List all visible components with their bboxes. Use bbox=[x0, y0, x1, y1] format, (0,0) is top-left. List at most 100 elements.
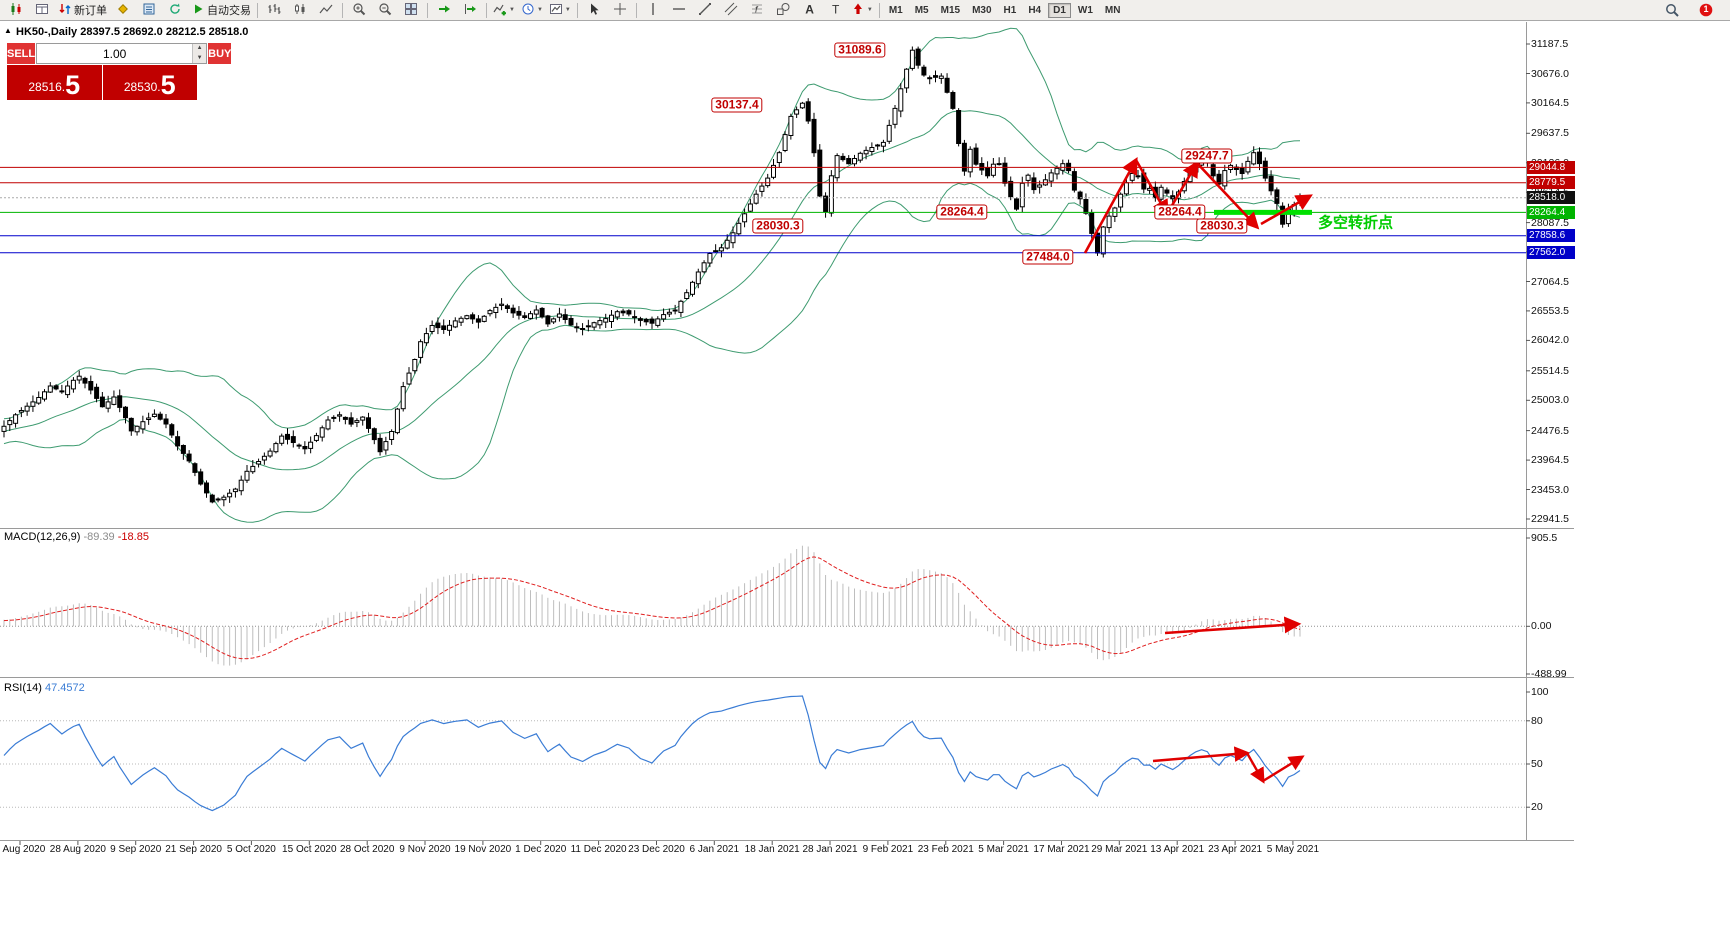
price-axis-badge: 27858.6 bbox=[1527, 229, 1575, 243]
zoom-in-button[interactable] bbox=[346, 0, 372, 20]
new-order-button[interactable]: 新订单 bbox=[55, 0, 110, 20]
price-axis-label: 25514.5 bbox=[1531, 364, 1569, 377]
zoom-out-icon bbox=[378, 2, 392, 19]
price-axis-label: 27064.5 bbox=[1531, 275, 1569, 288]
price-annotation[interactable]: 28030.3 bbox=[1196, 218, 1248, 234]
profiles-button[interactable] bbox=[29, 0, 55, 20]
crosshair-button[interactable] bbox=[607, 0, 633, 20]
shapes-icon bbox=[776, 2, 790, 19]
date-axis-label: 6 Jan 2021 bbox=[689, 844, 740, 855]
chevron-down-icon[interactable]: ▼ bbox=[564, 7, 571, 13]
price-annotation[interactable]: 27484.0 bbox=[1022, 249, 1074, 265]
buy-price-big-digit: 5 bbox=[160, 70, 176, 100]
one-click-trading-panel: SELL ▲▼ BUY 28516.5 28530.5 bbox=[7, 43, 232, 100]
volume-spinner[interactable]: ▲ ▼ bbox=[192, 44, 207, 63]
tile-windows-button[interactable] bbox=[398, 0, 424, 20]
trendline-icon bbox=[698, 2, 712, 19]
line-chart-mode-button[interactable] bbox=[313, 0, 339, 20]
timeframe-h4[interactable]: H4 bbox=[1028, 4, 1042, 16]
autotrading-button-label: 自动交易 bbox=[207, 5, 251, 17]
indicators-button[interactable]: ▼ bbox=[490, 0, 518, 20]
sell-button[interactable]: SELL bbox=[7, 43, 36, 64]
collapse-arrow-icon[interactable]: ▲ bbox=[4, 26, 12, 35]
timeframe-m1[interactable]: M1 bbox=[888, 4, 903, 16]
zoom-out-button[interactable] bbox=[372, 0, 398, 20]
price-annotation[interactable]: 29247.7 bbox=[1181, 148, 1233, 164]
svg-text:f: f bbox=[755, 4, 759, 14]
buy-price-display[interactable]: 28530. 5 bbox=[102, 65, 197, 100]
shapes-button[interactable] bbox=[770, 0, 796, 20]
clock-icon bbox=[521, 2, 535, 19]
trendline-button[interactable] bbox=[692, 0, 718, 20]
market-watch-button[interactable] bbox=[136, 0, 162, 20]
arrow-tool-icon bbox=[851, 2, 865, 19]
horizontal-line-button[interactable] bbox=[666, 0, 692, 20]
spin-down-icon[interactable]: ▼ bbox=[193, 53, 207, 63]
timeframe-w1[interactable]: W1 bbox=[1077, 4, 1093, 16]
macd-signal-value: -18.85 bbox=[117, 531, 149, 543]
chart-ohlc-title: HK50-,Daily 28397.5 28692.0 28212.5 2851… bbox=[16, 26, 248, 38]
svg-text:T: T bbox=[832, 2, 840, 16]
turning-point-note[interactable]: 多空转折点 bbox=[1318, 214, 1394, 232]
price-axis-label: 26042.0 bbox=[1531, 334, 1569, 347]
notification-count-badge: 1 bbox=[1703, 4, 1709, 14]
timeframe-h1[interactable]: H1 bbox=[1003, 4, 1017, 16]
bars-mode-icon bbox=[267, 2, 281, 19]
price-axis-label: 23453.0 bbox=[1531, 483, 1569, 496]
favorites-button[interactable] bbox=[110, 0, 136, 20]
macd-indicator-label: MACD(12,26,9) -89.39 -18.85 bbox=[4, 531, 149, 543]
date-axis-label: 11 Dec 2020 bbox=[570, 844, 627, 855]
price-annotation[interactable]: 28030.3 bbox=[752, 218, 804, 234]
timeframe-m30[interactable]: M30 bbox=[972, 4, 992, 16]
candle-chart-mode-button[interactable] bbox=[287, 0, 313, 20]
buy-button[interactable]: BUY bbox=[208, 43, 232, 64]
new-chart-button[interactable] bbox=[3, 0, 29, 20]
vertical-line-button[interactable] bbox=[640, 0, 666, 20]
text-button[interactable]: A bbox=[796, 0, 822, 20]
price-annotation[interactable]: 31089.6 bbox=[834, 42, 886, 58]
rsi-trend-arrows[interactable] bbox=[1152, 746, 1305, 784]
cursor-button[interactable] bbox=[581, 0, 607, 20]
channel-button[interactable] bbox=[718, 0, 744, 20]
date-axis-label: 28 Jan 2021 bbox=[802, 844, 858, 855]
date-axis-label: 18 Jan 2021 bbox=[744, 844, 800, 855]
sell-price-display[interactable]: 28516. 5 bbox=[7, 65, 102, 100]
chart-shift-button[interactable] bbox=[457, 0, 483, 20]
chevron-down-icon[interactable]: ▼ bbox=[509, 7, 515, 13]
label-button[interactable]: T bbox=[822, 0, 848, 20]
label-t-icon: T bbox=[828, 2, 842, 19]
autotrading-button[interactable]: 自动交易 bbox=[188, 0, 254, 20]
spin-up-icon[interactable]: ▲ bbox=[193, 44, 207, 54]
macd-name: MACD(12,26,9) bbox=[4, 531, 81, 543]
price-axis-label: 31187.5 bbox=[1531, 38, 1569, 50]
chevron-down-icon[interactable]: ▼ bbox=[536, 7, 543, 13]
auto-scroll-button[interactable] bbox=[431, 0, 457, 20]
macd-trend-arrow[interactable] bbox=[1164, 616, 1302, 635]
arrows-tool-button[interactable]: ▼ bbox=[848, 0, 876, 20]
chevron-down-icon[interactable]: ▼ bbox=[866, 7, 873, 13]
notifications-button[interactable]: 1 bbox=[1693, 0, 1719, 20]
toolbar-separator bbox=[635, 2, 637, 18]
price-annotation[interactable]: 28264.4 bbox=[936, 204, 988, 220]
timeframe-m15[interactable]: M15 bbox=[940, 4, 961, 16]
date-axis-label: 15 Oct 2020 bbox=[282, 844, 337, 855]
fibonacci-button[interactable]: f bbox=[744, 0, 770, 20]
timeframe-mn[interactable]: MN bbox=[1104, 4, 1121, 16]
timeframe-m5[interactable]: M5 bbox=[914, 4, 929, 16]
price-annotation[interactable]: 30137.4 bbox=[711, 97, 763, 112]
volume-input[interactable] bbox=[37, 44, 193, 63]
templates-button[interactable]: ▼ bbox=[546, 0, 574, 20]
rsi-axis-label: 100 bbox=[1531, 686, 1549, 698]
hline-icon bbox=[672, 2, 686, 19]
date-axis-label: 9 Sep 2020 bbox=[110, 844, 162, 855]
date-axis-label: 23 Dec 2020 bbox=[628, 844, 685, 855]
periods-button[interactable]: ▼ bbox=[518, 0, 546, 20]
search-button[interactable] bbox=[1659, 0, 1685, 20]
refresh-button[interactable] bbox=[162, 0, 188, 20]
axis-ticks bbox=[19, 43, 1530, 845]
toolbar-right-group: 1 bbox=[1659, 0, 1727, 20]
date-axis-label: 5 May 2021 bbox=[1266, 844, 1320, 855]
bar-chart-mode-button[interactable] bbox=[261, 0, 287, 20]
timeframe-d1[interactable]: D1 bbox=[1048, 2, 1071, 18]
